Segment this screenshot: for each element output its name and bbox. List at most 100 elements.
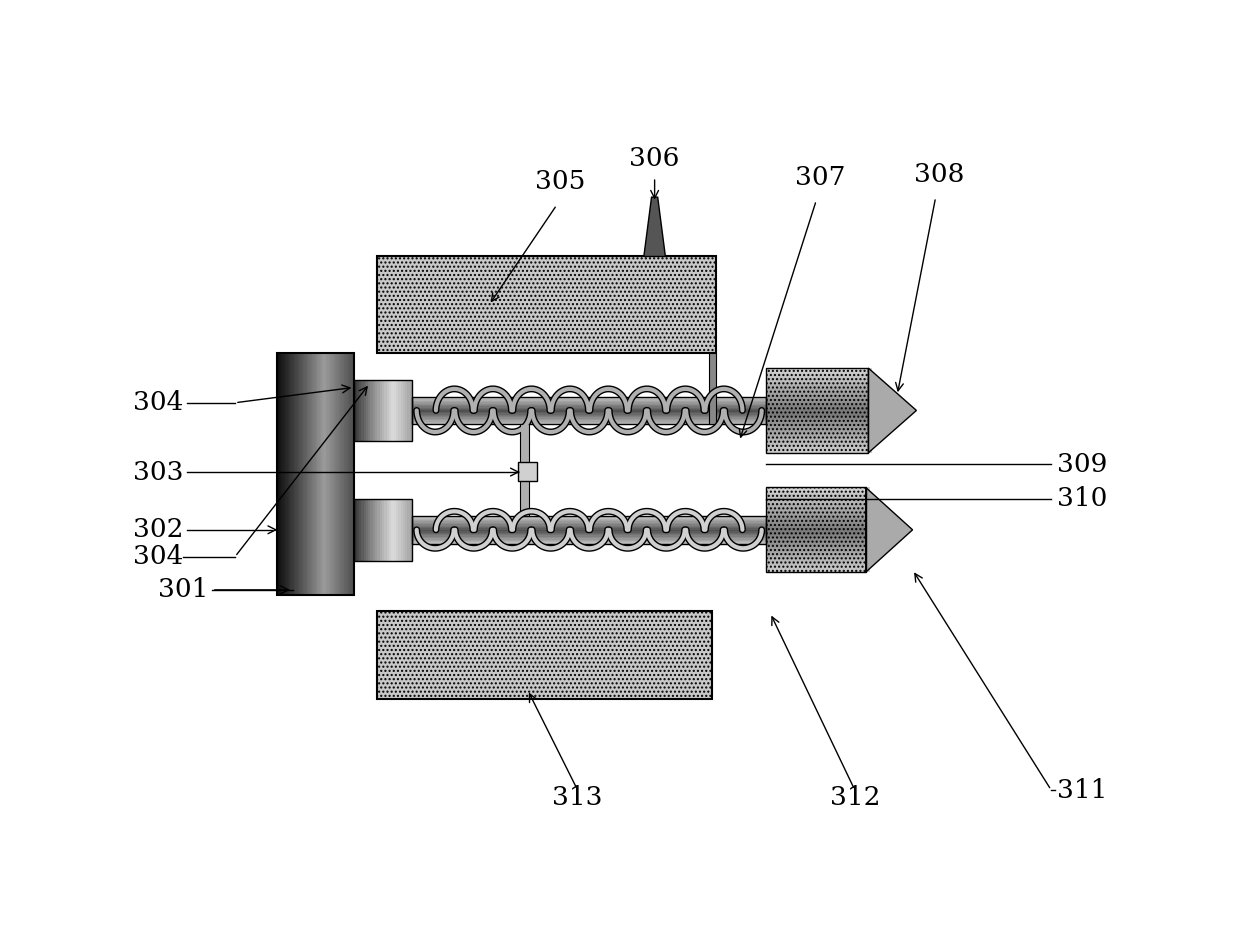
Text: 313: 313	[553, 786, 603, 810]
Bar	[370, 499, 373, 560]
Bar	[373, 380, 375, 441]
Bar	[766, 368, 869, 453]
Bar	[333, 352, 335, 596]
Bar	[348, 352, 349, 596]
Bar	[384, 499, 387, 560]
Bar	[766, 562, 870, 565]
Bar	[357, 380, 359, 441]
Bar	[413, 423, 766, 425]
Bar	[278, 352, 354, 596]
Bar	[341, 352, 342, 596]
Bar	[405, 499, 408, 560]
Bar	[309, 352, 310, 596]
Bar	[413, 522, 766, 524]
Bar	[279, 352, 280, 596]
Bar	[766, 432, 872, 436]
Bar	[357, 499, 359, 560]
Bar	[354, 380, 413, 441]
Bar	[408, 499, 410, 560]
Bar	[520, 425, 529, 516]
Bar	[354, 499, 357, 560]
Bar	[413, 396, 766, 425]
Bar	[766, 539, 870, 542]
Bar	[378, 256, 716, 352]
Bar	[327, 352, 328, 596]
Bar	[413, 412, 766, 413]
Bar	[413, 530, 766, 531]
Text: 308: 308	[914, 162, 965, 186]
Bar	[378, 499, 379, 560]
Bar	[413, 524, 766, 525]
Bar	[396, 380, 398, 441]
Bar	[280, 352, 281, 596]
Bar	[313, 352, 315, 596]
Bar	[766, 382, 872, 385]
Bar	[281, 352, 282, 596]
Bar	[766, 399, 872, 402]
Bar	[382, 499, 384, 560]
Bar	[316, 352, 317, 596]
Bar	[766, 548, 870, 552]
Bar	[384, 380, 387, 441]
Bar	[413, 399, 766, 401]
Bar	[766, 555, 870, 559]
Bar	[766, 542, 870, 545]
Bar	[312, 352, 313, 596]
Bar	[766, 494, 870, 498]
Bar	[413, 416, 766, 417]
Bar	[403, 499, 405, 560]
Bar	[413, 414, 766, 416]
Bar	[378, 380, 379, 441]
Bar	[766, 501, 870, 504]
Bar	[766, 552, 870, 555]
Bar	[410, 499, 413, 560]
Bar	[766, 385, 872, 389]
Bar	[375, 380, 378, 441]
Bar	[766, 511, 870, 515]
Bar	[413, 398, 766, 399]
Bar	[335, 352, 336, 596]
Text: 310: 310	[1057, 486, 1108, 511]
Bar	[299, 352, 300, 596]
Bar	[321, 352, 322, 596]
Text: 306: 306	[629, 146, 680, 171]
Bar	[338, 352, 339, 596]
Bar	[413, 396, 766, 398]
Bar	[398, 380, 400, 441]
Polygon shape	[869, 368, 917, 453]
Bar	[297, 352, 299, 596]
Bar	[346, 352, 347, 596]
Bar	[295, 352, 296, 596]
Bar	[413, 536, 766, 537]
Bar	[400, 499, 403, 560]
Bar	[766, 487, 866, 572]
Bar	[278, 352, 279, 596]
Bar	[413, 533, 766, 534]
Bar	[307, 352, 309, 596]
Bar	[304, 352, 305, 596]
Bar	[359, 499, 362, 560]
Bar	[389, 499, 392, 560]
Bar	[294, 352, 295, 596]
Bar	[766, 395, 872, 399]
Bar	[363, 380, 366, 441]
Bar	[366, 380, 368, 441]
Bar	[300, 352, 302, 596]
Bar	[392, 499, 394, 560]
Bar	[342, 352, 343, 596]
Bar	[766, 504, 870, 508]
Bar	[413, 537, 766, 538]
Bar	[349, 352, 351, 596]
Text: 309: 309	[1057, 452, 1108, 477]
Bar	[343, 352, 344, 596]
Bar	[766, 446, 872, 449]
Bar	[378, 611, 712, 699]
Bar	[287, 352, 289, 596]
Bar	[766, 389, 872, 391]
Bar	[413, 409, 766, 410]
Bar	[387, 380, 389, 441]
Bar	[766, 449, 872, 453]
Bar	[373, 499, 375, 560]
Bar	[331, 352, 332, 596]
Bar	[359, 380, 362, 441]
